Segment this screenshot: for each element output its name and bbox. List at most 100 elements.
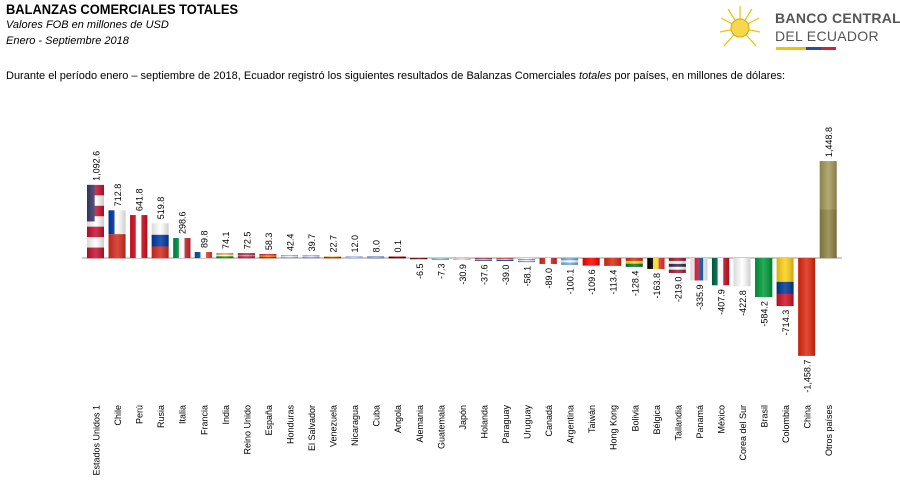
bar-shade	[388, 256, 406, 258]
data-label: -163.8	[652, 273, 662, 299]
description-post: por países, en millones de dólares:	[611, 70, 786, 82]
bar	[561, 258, 579, 265]
category-label: Panamá	[695, 405, 705, 439]
data-label: 42.4	[285, 234, 295, 252]
bar	[259, 254, 277, 259]
bar	[539, 258, 557, 264]
bar-shade	[733, 258, 751, 287]
data-label: -100.1	[566, 269, 576, 295]
bar	[410, 258, 428, 260]
data-label: 22.7	[329, 235, 339, 253]
category-label: Perú	[135, 405, 145, 424]
description-emphasis: totales	[578, 70, 612, 82]
data-label: -6.5	[415, 264, 425, 280]
bar	[518, 258, 535, 263]
bar-shade	[108, 210, 126, 258]
description-pre: Durante el período enero – septiembre de…	[6, 70, 579, 82]
data-label: -7.3	[436, 264, 446, 280]
category-label: Rusia	[156, 405, 166, 428]
bar-shade	[539, 258, 557, 264]
category-label: Paraguay	[501, 405, 511, 444]
bar	[173, 238, 191, 258]
bar-shade	[151, 223, 169, 258]
bar	[130, 215, 148, 258]
category-label: Alemania	[415, 405, 425, 443]
category-label: Bolivia	[630, 405, 640, 432]
bar-shade	[130, 215, 148, 258]
logo-line1: BANCO CENTRAL	[775, 10, 900, 26]
bar	[819, 161, 837, 259]
data-label: 39.7	[307, 234, 317, 252]
category-label: Hong Kong	[609, 405, 619, 450]
bar	[108, 210, 126, 259]
bar-shade	[755, 258, 773, 298]
bar	[755, 258, 773, 298]
data-label: -584.2	[760, 301, 770, 327]
bar	[604, 258, 622, 266]
page-title: BALANZAS COMERCIALES TOTALES	[6, 1, 239, 17]
subtitle-units: Valores FOB en millones de USD	[6, 19, 169, 31]
bar	[280, 255, 298, 259]
bar-shade	[87, 184, 104, 258]
category-label: Tailandia	[673, 405, 683, 441]
bar-shade	[194, 251, 212, 258]
bar-shade	[324, 256, 342, 258]
category-label: Brasil	[760, 405, 770, 428]
bar	[453, 258, 471, 261]
category-label: México	[716, 405, 726, 434]
category-label: Otros países	[824, 405, 834, 457]
data-label: 8.0	[372, 240, 382, 253]
data-label: -37.6	[479, 265, 489, 286]
bar	[431, 258, 449, 260]
bar	[582, 258, 600, 266]
category-label: Uruguay	[523, 405, 533, 440]
category-label: Chile	[113, 405, 123, 426]
bar-shade	[647, 258, 665, 269]
category-label: Honduras	[285, 405, 295, 445]
category-label: Italia	[178, 405, 188, 424]
bar-shade	[474, 258, 492, 261]
bar-shade	[496, 258, 514, 261]
bar	[194, 251, 213, 258]
data-label: 72.5	[242, 232, 252, 250]
bar-shade	[367, 256, 385, 258]
data-label: -113.4	[609, 270, 619, 295]
data-label: -1,458.7	[803, 360, 813, 393]
bar	[733, 258, 751, 287]
data-label: -30.9	[458, 264, 468, 285]
data-label: 519.8	[156, 197, 166, 220]
bar	[87, 184, 104, 259]
bar-shade	[302, 255, 320, 258]
data-label: 641.8	[135, 189, 145, 212]
data-label: 58.3	[264, 233, 274, 251]
category-label: Venezuela	[329, 405, 339, 447]
bank-emblem-icon	[719, 6, 761, 47]
bar	[474, 258, 492, 261]
bar-shade	[259, 254, 277, 258]
bar	[496, 258, 514, 261]
category-label: Reino Unido	[242, 405, 252, 455]
bar	[625, 258, 643, 267]
category-label: Angola	[393, 405, 403, 433]
logo-flag-stripe	[776, 47, 836, 50]
data-label: 74.1	[221, 232, 231, 250]
category-label: Colombia	[781, 405, 791, 443]
bar	[668, 258, 686, 273]
category-label: Canadá	[544, 405, 554, 437]
bar-shade	[237, 253, 255, 258]
bar-shade	[216, 253, 234, 258]
data-label: -422.8	[738, 290, 748, 316]
bar	[216, 253, 234, 259]
bar	[345, 256, 363, 259]
bar-shade	[582, 258, 600, 266]
data-label: -335.9	[695, 284, 705, 310]
bar	[302, 255, 320, 259]
subtitle-period: Enero - Septiembre 2018	[6, 35, 129, 47]
category-label: El Salvador	[307, 405, 317, 451]
bar-shade	[776, 258, 794, 306]
bar-shade	[345, 256, 363, 258]
logo-line2: DEL ECUADOR	[775, 28, 879, 44]
category-label: Francia	[199, 405, 209, 435]
bar	[151, 223, 169, 259]
